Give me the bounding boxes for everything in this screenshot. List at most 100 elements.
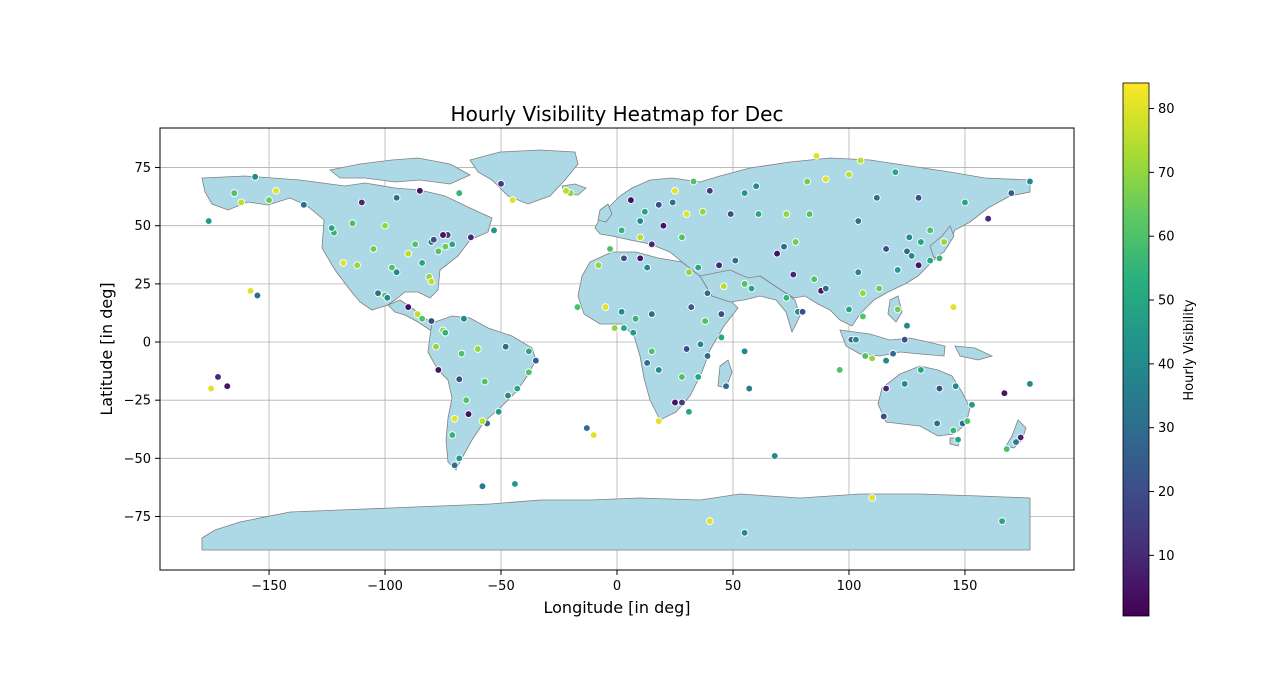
station-point (722, 382, 730, 391)
station-point (717, 333, 726, 342)
station-point (427, 277, 436, 286)
station-point (917, 238, 925, 246)
station-point (859, 289, 867, 298)
station-point (803, 177, 812, 186)
station-point (299, 200, 308, 209)
station-point (647, 240, 656, 249)
station-point (462, 396, 471, 405)
station-point (805, 210, 814, 218)
station-point (457, 349, 466, 358)
station-point (954, 435, 962, 444)
colorbar-tick-label: 70 (1158, 166, 1175, 181)
colorbar-tick-label: 30 (1158, 421, 1175, 436)
y-tick-label: −75 (124, 510, 151, 525)
x-tick-label: 100 (837, 579, 862, 594)
station-point (230, 189, 239, 197)
station-point (678, 398, 686, 407)
x-axis-ticks: −150 −100 −50 0 50 100 150 (251, 570, 977, 594)
station-point (900, 380, 909, 388)
y-tick-label: 0 (143, 336, 151, 351)
station-point (914, 261, 923, 270)
station-point (524, 347, 533, 356)
y-tick-label: −50 (124, 452, 151, 467)
station-point (429, 235, 438, 244)
y-tick-label: 75 (134, 161, 151, 176)
station-point (573, 303, 582, 311)
station-point (643, 263, 652, 272)
station-point (821, 284, 830, 293)
station-point (698, 207, 707, 216)
station-point (501, 342, 510, 351)
station-point (694, 263, 703, 272)
station-point (617, 307, 626, 316)
station-point (963, 417, 972, 425)
station-point (601, 303, 610, 311)
y-tick-label: 25 (134, 277, 151, 292)
station-point (1012, 438, 1020, 446)
station-point (696, 340, 705, 349)
colorbar-tick-label: 20 (1158, 485, 1175, 500)
station-point (460, 314, 468, 323)
station-point (682, 210, 691, 218)
station-point (893, 305, 902, 314)
station-point (381, 221, 389, 230)
station-point (383, 293, 392, 302)
station-point (357, 198, 366, 207)
station-point (903, 247, 911, 256)
station-point (504, 391, 512, 400)
station-point (620, 324, 628, 332)
station-point (531, 356, 540, 365)
station-point (685, 268, 693, 277)
station-point (223, 382, 232, 391)
colorbar-tick-label: 50 (1158, 294, 1175, 309)
station-point (640, 207, 649, 216)
station-point (353, 261, 362, 270)
station-point (1002, 445, 1011, 453)
station-point (643, 359, 652, 367)
station-point (627, 196, 635, 204)
station-point (949, 303, 958, 311)
station-point (404, 303, 413, 311)
station-point (740, 528, 749, 537)
station-point (647, 347, 656, 356)
station-point (773, 249, 781, 258)
station-point (835, 366, 844, 374)
station-point (339, 259, 348, 267)
colorbar-label: Hourly Visibility (1182, 299, 1197, 401)
station-point (740, 189, 749, 197)
station-point (703, 289, 712, 298)
station-point (392, 268, 401, 277)
station-point (682, 345, 691, 353)
station-point (246, 286, 255, 295)
station-point (374, 289, 382, 298)
station-point (582, 424, 591, 432)
station-point (659, 221, 668, 230)
station-point (905, 233, 914, 242)
colorbar: 10 20 30 40 50 60 70 80 Hourly Visibility (1122, 82, 1197, 617)
station-point (434, 247, 443, 256)
station-point (415, 186, 424, 195)
station-point (875, 284, 883, 293)
station-point (272, 186, 280, 195)
station-point (455, 454, 464, 463)
x-tick-label: −50 (487, 579, 514, 594)
station-point (1026, 177, 1034, 186)
station-point (497, 179, 505, 188)
station-point (893, 266, 902, 274)
station-point (388, 263, 396, 272)
madagascar-land (717, 359, 733, 389)
station-point (610, 324, 619, 332)
station-point (432, 342, 440, 351)
station-point (926, 256, 935, 265)
x-tick-label: 150 (953, 579, 978, 594)
station-point (1016, 433, 1025, 442)
station-point (705, 186, 714, 195)
station-point (935, 254, 944, 263)
station-point (949, 426, 958, 435)
station-point (668, 198, 677, 207)
station-point (845, 170, 853, 179)
station-point (854, 268, 863, 277)
station-point (455, 189, 464, 197)
station-point (369, 245, 378, 253)
station-point (1000, 389, 1009, 398)
